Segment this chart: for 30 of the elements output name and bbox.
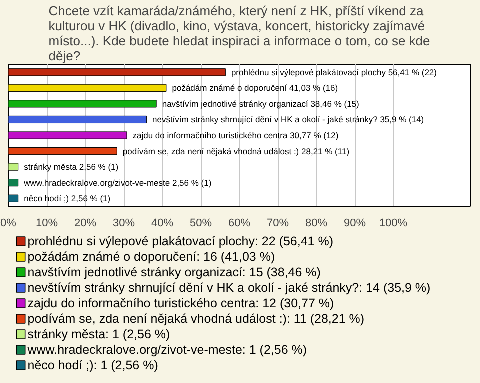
category-label: podívám se, zda není nějaká vhodná událost :) 28,21 % (11) (122, 146, 350, 156)
legend-label: prohlédnu si výlepové plakátovací plochy: 22 (56,41 %) (28, 234, 334, 248)
legend-label: stránky města: 1 (2,56 %) (28, 328, 170, 342)
legend-label: zajdu do informačního turistického centra: 12 (30,77 %) (28, 296, 334, 310)
x-tick-label: 90% (344, 218, 366, 230)
x-tick-label: 80% (305, 218, 328, 230)
x-tick-label: 30% (112, 218, 136, 230)
x-tick-label: 20% (74, 218, 97, 230)
legend-label: nevštívím stránky shrnující dění v HK a okolí - jaké stránky?: 14 (35,9 %) (28, 281, 431, 295)
legend-label: požádám známé o doporučení: 16 (41,03 %) (28, 250, 276, 264)
x-tick-label: 100% (379, 218, 408, 230)
legend-label: www.hradeckralove.org/zivot-ve-meste: 1 (2,56 %) (26, 343, 308, 357)
category-label: stránky města 2,56 % (1) (24, 162, 119, 172)
legend-label: podívám se, zda není nějaká vhodná událost :): 11 (28,21 %) (28, 312, 365, 326)
chart-title: Chcete vzít kamaráda/známého, který není z HK, příští víkend za kulturou v HK (divadlo, kino, výstava, koncert, historicky zajímavé místo...). Kde budete hledat inspiraci a informace o tom, co se kde děje? (48, 4, 430, 64)
category-label: www.hradeckralove.org/zivot-ve-meste 2,56 % (1) (24, 178, 212, 188)
category-label: něco hodí ;) 2,56 % (1) (24, 194, 111, 204)
x-tick-label: 0% (0, 218, 17, 230)
x-tick-label: 10% (36, 218, 58, 230)
x-tick-label: 60% (228, 218, 251, 230)
x-tick-label: 70% (266, 218, 290, 230)
category-label: prohlédnu si výlepové plakátovací plochy 56,41 % (22) (231, 67, 437, 78)
x-tick-label: 40% (151, 218, 174, 230)
x-tick-label: 50% (190, 218, 212, 230)
category-label: požádám známé o doporučení 41,03 % (16) (172, 83, 338, 94)
category-label: zajdu do informačního turistického centra 30,77 % (12) (132, 130, 339, 140)
legend-label: něco hodí ;): 1 (2,56 %) (28, 358, 158, 372)
category-label: navštívím jednotlivé stránky organizací 38,46 % (15) (162, 98, 360, 109)
legend-label: navštívím jednotlivé stránky organizací: 15 (38,46 %) (28, 266, 321, 280)
category-label: nevštívím stránky shrnující dění v HK a okolí - jaké stránky? 35,9 % (14) (152, 114, 424, 125)
